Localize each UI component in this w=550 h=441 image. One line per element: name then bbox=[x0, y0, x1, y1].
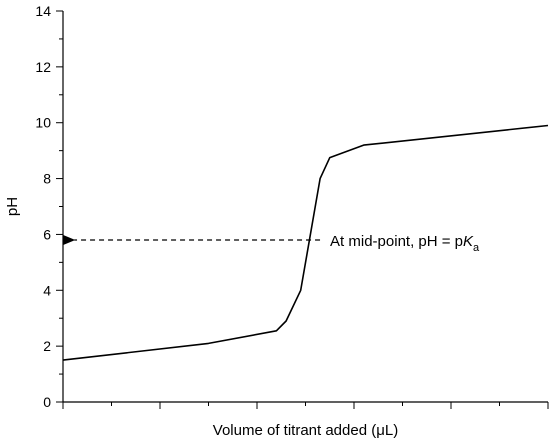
y-tick-label: 4 bbox=[43, 282, 51, 298]
annotation-var: K bbox=[463, 233, 474, 250]
series-group bbox=[62, 124, 549, 361]
annotation-text: At mid-point, pH = pKa bbox=[330, 233, 480, 254]
annotation-subscript: a bbox=[473, 242, 480, 254]
y-tick-label: 14 bbox=[35, 3, 51, 19]
y-tick-label: 0 bbox=[43, 394, 51, 410]
y-tick-label: 12 bbox=[35, 59, 51, 75]
annotation-prefix: At mid-point, pH = p bbox=[330, 233, 463, 250]
y-tick-label: 2 bbox=[43, 338, 51, 354]
y-tick-label: 8 bbox=[43, 171, 51, 187]
y-tick-label: 10 bbox=[35, 115, 51, 131]
y-axis-label: pH bbox=[4, 197, 21, 216]
axes: 0 2 4 6 8 10 12 14 bbox=[35, 3, 549, 410]
y-tick-label: 6 bbox=[43, 226, 51, 242]
x-axis-label: Volume of titrant added (μL) bbox=[213, 422, 398, 439]
titration-curve bbox=[62, 124, 549, 361]
annotation: At mid-point, pH = pKa bbox=[63, 233, 480, 254]
